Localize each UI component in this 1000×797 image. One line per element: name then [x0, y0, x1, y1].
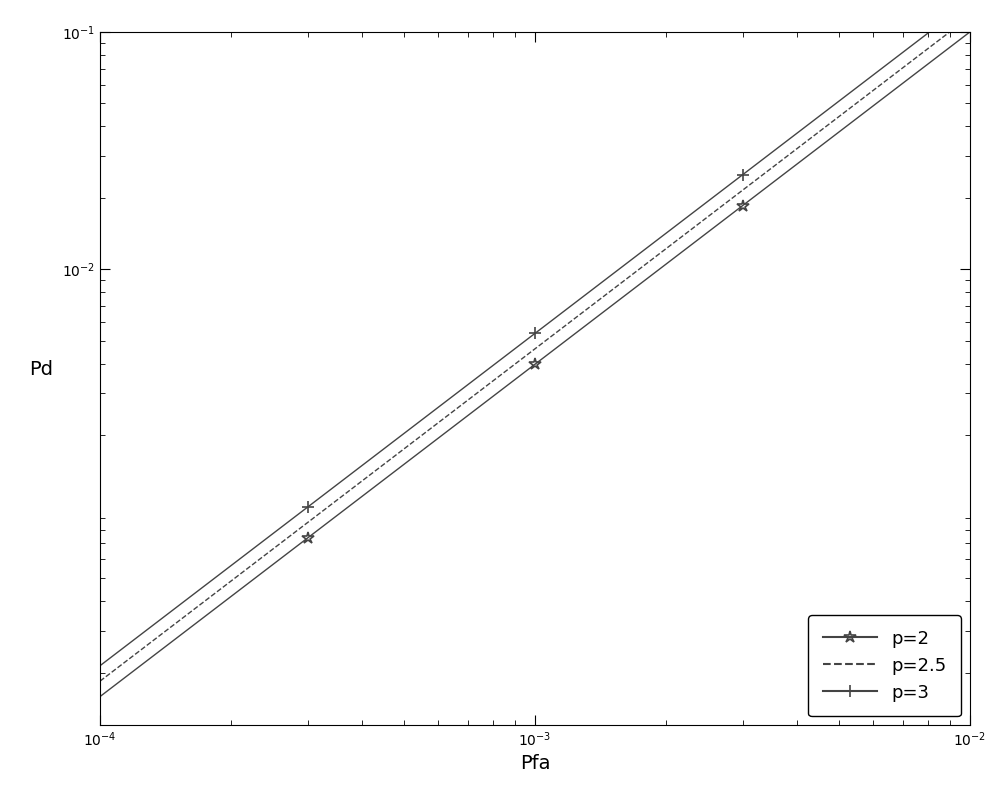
p=2.5 — [788, 146, 800, 155]
p=3 — [964, 0, 976, 6]
p=2.5 — [94, 677, 106, 686]
p=3 — [772, 143, 784, 152]
p=3 — [691, 205, 703, 214]
p=2.5 — [691, 220, 703, 230]
p=2.5 — [446, 407, 458, 417]
p=2 — [964, 27, 976, 37]
p=3 — [94, 661, 106, 670]
p=3 — [446, 392, 458, 402]
p=3 — [788, 131, 800, 140]
p=2 — [691, 235, 703, 245]
p=2.5 — [964, 12, 976, 22]
p=3 — [477, 368, 489, 378]
p=2 — [94, 692, 106, 701]
p=2 — [183, 624, 195, 634]
p=2.5 — [477, 383, 489, 393]
p=2.5 — [772, 158, 784, 167]
Y-axis label: Pd: Pd — [29, 359, 53, 379]
p=2 — [772, 174, 784, 183]
Line: p=3: p=3 — [100, 1, 970, 665]
Line: p=2.5: p=2.5 — [100, 17, 970, 681]
p=2 — [446, 423, 458, 433]
p=3 — [183, 593, 195, 603]
Line: p=2: p=2 — [100, 32, 970, 697]
p=2 — [477, 399, 489, 409]
X-axis label: Pfa: Pfa — [520, 754, 550, 773]
Legend: p=2, p=2.5, p=3: p=2, p=2.5, p=3 — [808, 615, 961, 717]
p=2.5 — [183, 608, 195, 618]
p=2 — [788, 162, 800, 171]
